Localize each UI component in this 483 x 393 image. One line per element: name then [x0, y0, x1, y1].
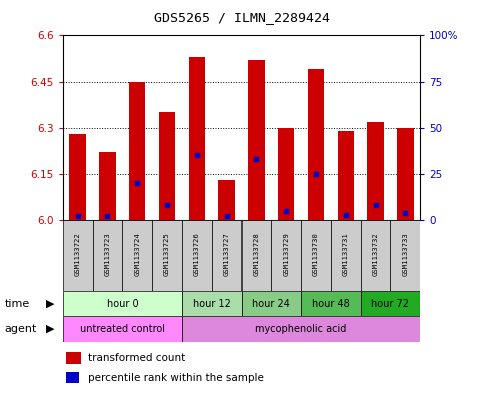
- Bar: [152, 220, 182, 291]
- Bar: [338, 131, 354, 220]
- Bar: [189, 57, 205, 220]
- Bar: [182, 291, 242, 316]
- Bar: [182, 316, 420, 342]
- Bar: [390, 220, 420, 291]
- Bar: [63, 316, 182, 342]
- Text: GDS5265 / ILMN_2289424: GDS5265 / ILMN_2289424: [154, 11, 329, 24]
- Text: percentile rank within the sample: percentile rank within the sample: [88, 373, 264, 383]
- Bar: [66, 352, 81, 364]
- Text: GSM1133726: GSM1133726: [194, 232, 200, 276]
- Text: GSM1133732: GSM1133732: [372, 232, 379, 276]
- Bar: [397, 128, 413, 220]
- Text: GSM1133728: GSM1133728: [254, 232, 259, 276]
- Text: ▶: ▶: [46, 299, 55, 309]
- Bar: [361, 220, 390, 291]
- Bar: [93, 220, 122, 291]
- Bar: [361, 291, 420, 316]
- Bar: [368, 121, 384, 220]
- Bar: [301, 291, 361, 316]
- Text: time: time: [5, 299, 30, 309]
- Text: hour 24: hour 24: [252, 299, 290, 309]
- Bar: [242, 291, 301, 316]
- Text: agent: agent: [5, 324, 37, 334]
- Bar: [129, 81, 145, 220]
- Bar: [159, 112, 175, 220]
- Bar: [271, 220, 301, 291]
- Bar: [63, 220, 93, 291]
- Bar: [182, 220, 212, 291]
- Text: hour 0: hour 0: [107, 299, 138, 309]
- Bar: [248, 60, 265, 220]
- Text: GSM1133724: GSM1133724: [134, 232, 140, 276]
- Bar: [331, 220, 361, 291]
- Bar: [218, 180, 235, 220]
- Bar: [66, 372, 79, 383]
- Text: hour 12: hour 12: [193, 299, 231, 309]
- Text: mycophenolic acid: mycophenolic acid: [256, 324, 347, 334]
- Bar: [242, 220, 271, 291]
- Bar: [212, 220, 242, 291]
- Bar: [63, 291, 182, 316]
- Text: GSM1133723: GSM1133723: [104, 232, 111, 276]
- Text: transformed count: transformed count: [88, 353, 185, 363]
- Bar: [70, 134, 86, 220]
- Text: hour 48: hour 48: [312, 299, 350, 309]
- Bar: [99, 152, 115, 220]
- Text: GSM1133727: GSM1133727: [224, 232, 229, 276]
- Text: ▶: ▶: [46, 324, 55, 334]
- Bar: [308, 69, 324, 220]
- Text: GSM1133731: GSM1133731: [343, 232, 349, 276]
- Text: GSM1133730: GSM1133730: [313, 232, 319, 276]
- Text: GSM1133722: GSM1133722: [75, 232, 81, 276]
- Text: hour 72: hour 72: [371, 299, 410, 309]
- Text: GSM1133725: GSM1133725: [164, 232, 170, 276]
- Text: untreated control: untreated control: [80, 324, 165, 334]
- Bar: [278, 128, 294, 220]
- Bar: [301, 220, 331, 291]
- Text: GSM1133729: GSM1133729: [283, 232, 289, 276]
- Text: GSM1133733: GSM1133733: [402, 232, 408, 276]
- Bar: [122, 220, 152, 291]
